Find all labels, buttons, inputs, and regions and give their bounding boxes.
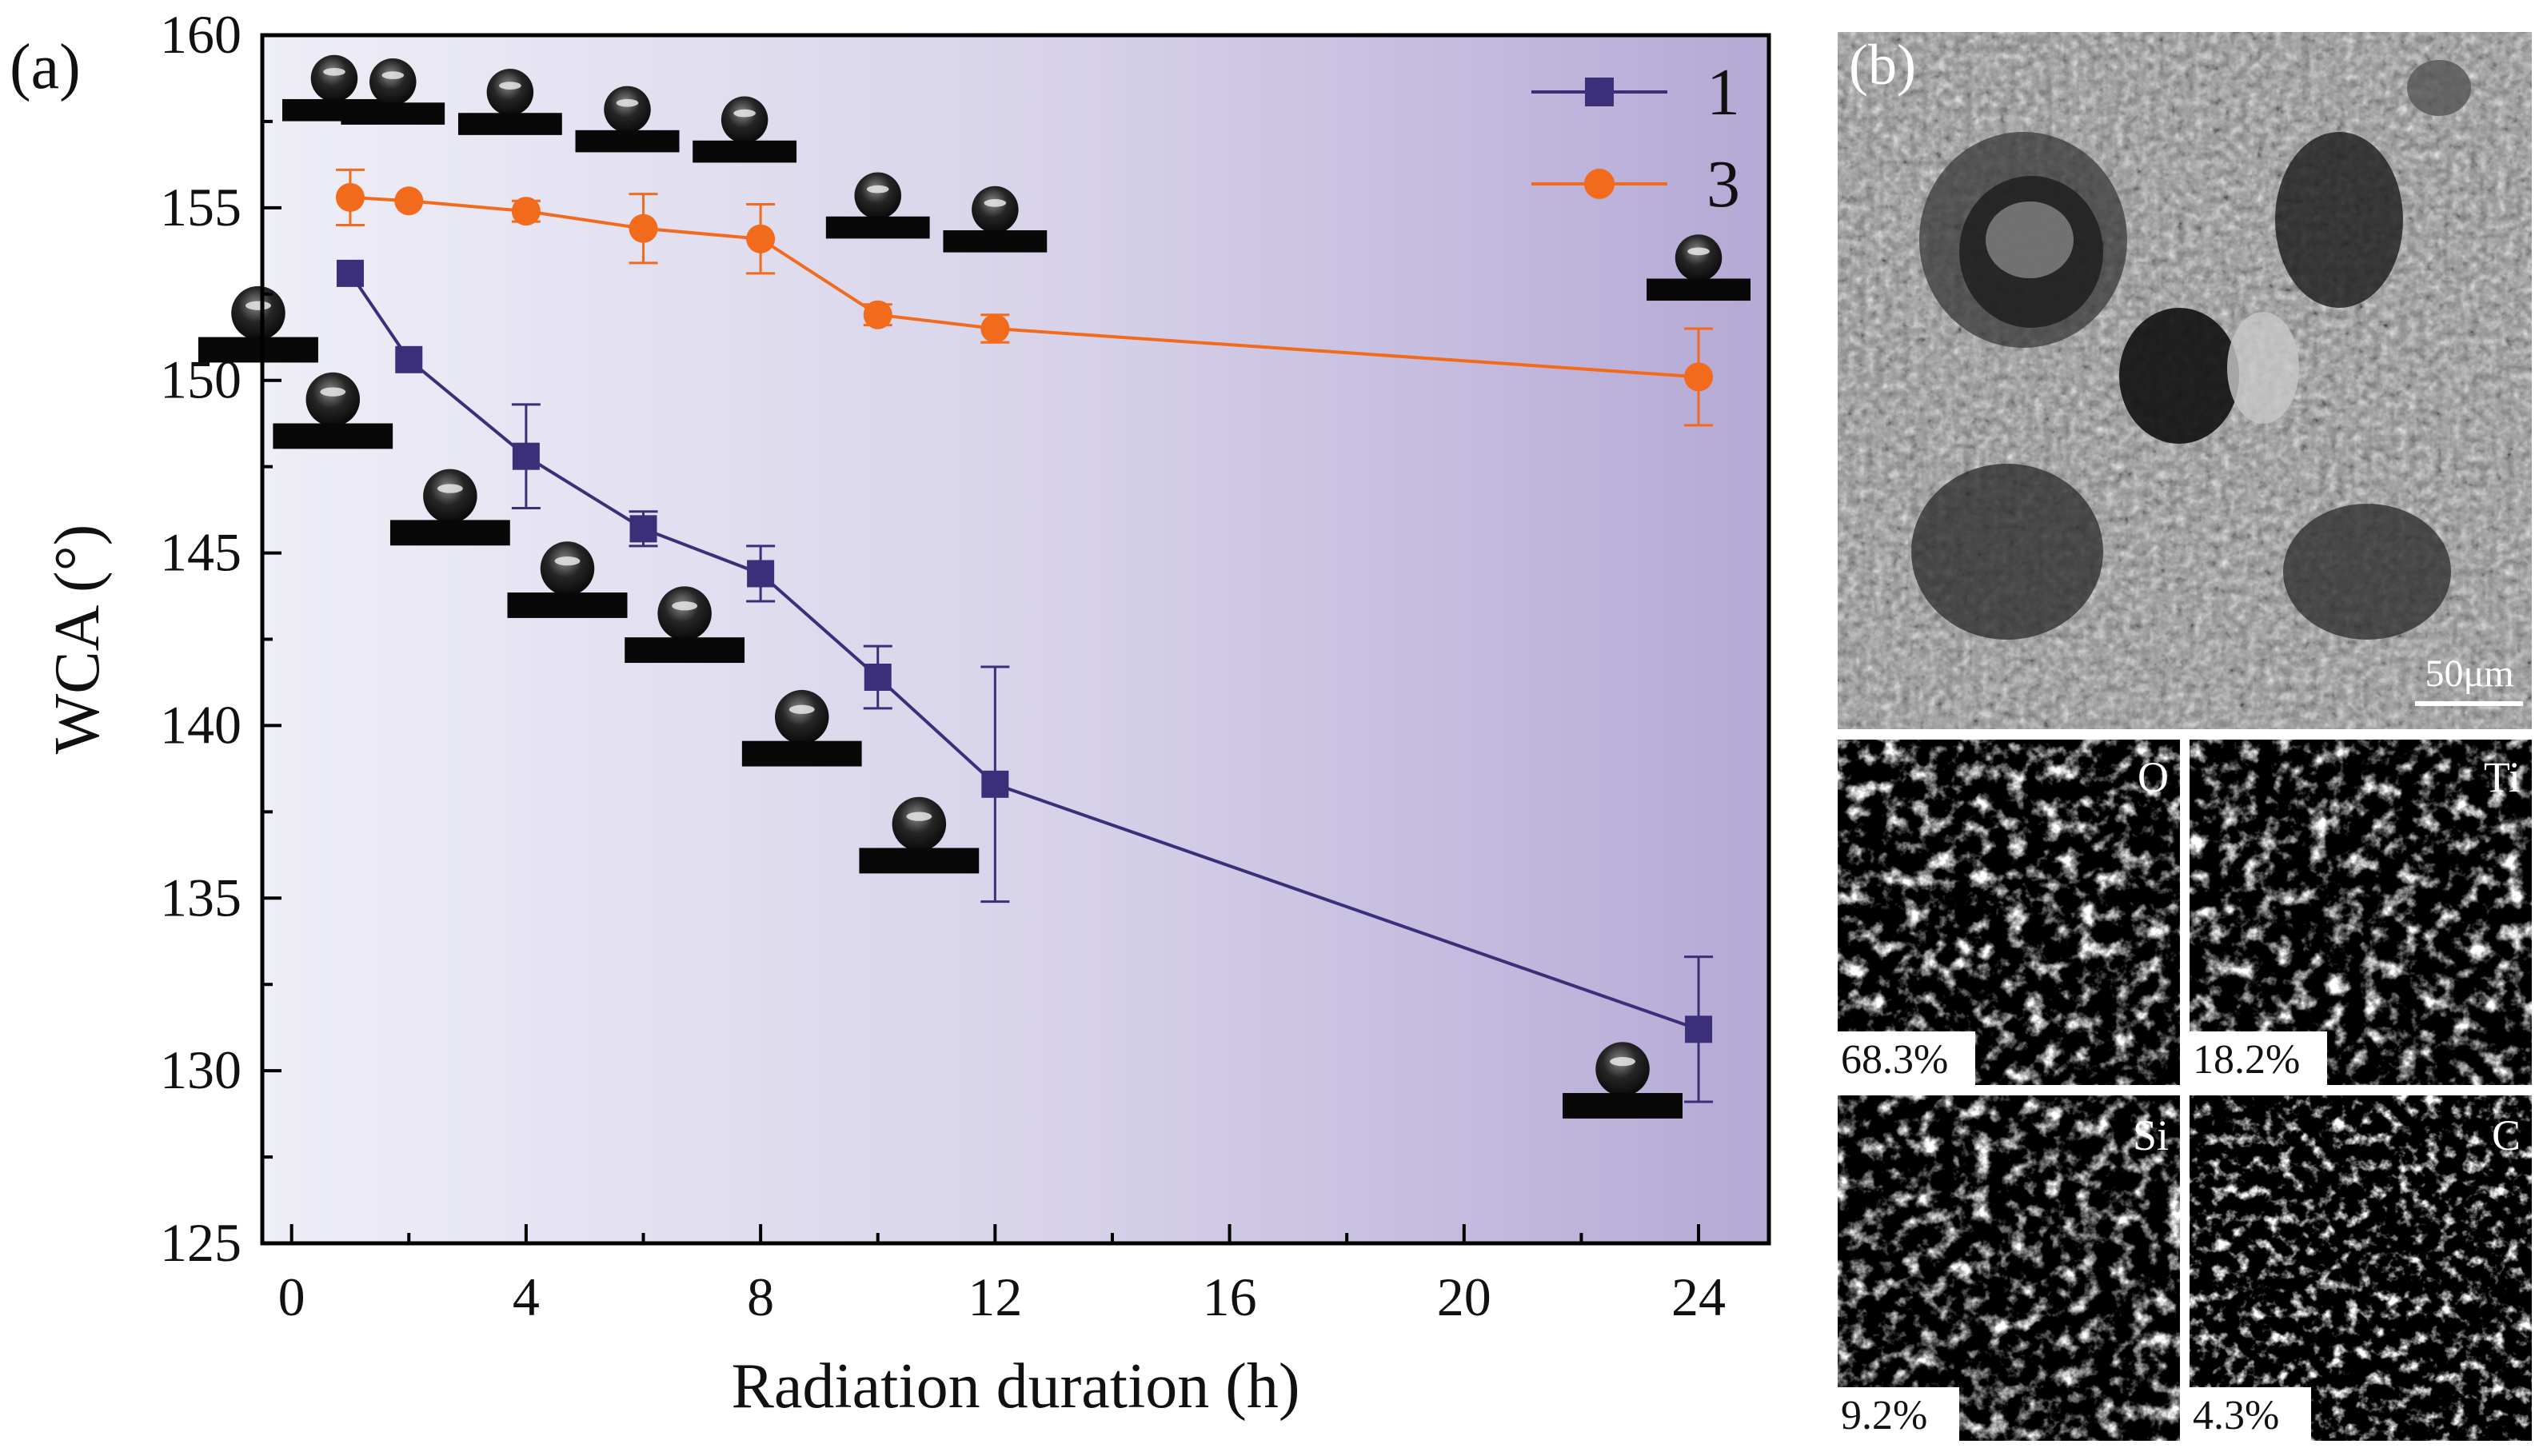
y-tick-label: 150 bbox=[160, 349, 242, 410]
data-point bbox=[1685, 1015, 1713, 1043]
legend-marker bbox=[1585, 78, 1614, 106]
eds-map-si: Si 9.2% bbox=[1838, 1095, 2180, 1441]
x-axis-title: Radiation duration (h) bbox=[732, 1351, 1300, 1422]
y-tick-label: 130 bbox=[160, 1039, 242, 1100]
map-element-label: Ti bbox=[2484, 753, 2521, 801]
scale-bar-label: 50μm bbox=[2425, 652, 2513, 695]
data-point bbox=[747, 560, 775, 588]
panel-a-label: (a) bbox=[10, 32, 81, 102]
sem-craters bbox=[1911, 60, 2471, 640]
legend-label: 3 bbox=[1707, 147, 1740, 221]
series-layer bbox=[335, 168, 1714, 1103]
ticks: 0 4 8 12 16 20 24 125 130 135 140 145 150 155 160 bbox=[160, 4, 1726, 1327]
eds-map-o: O 68.3% bbox=[1838, 740, 2180, 1085]
data-point bbox=[511, 197, 541, 226]
map-percent-label: 18.2% bbox=[2193, 1037, 2300, 1083]
data-point bbox=[395, 345, 423, 373]
legend-label: 1 bbox=[1707, 55, 1740, 130]
x-tick-label: 16 bbox=[1203, 1267, 1257, 1327]
data-point bbox=[746, 224, 776, 253]
data-point bbox=[1684, 362, 1714, 392]
eds-map-ti: Ti 18.2% bbox=[2190, 740, 2532, 1085]
y-tick-label: 155 bbox=[160, 177, 242, 237]
panel-b: (b) 50μm O 68.3% Ti 18.2% Si 9.2% bbox=[1838, 32, 2532, 1441]
x-tick-label: 8 bbox=[747, 1267, 774, 1327]
map-element-label: Si bbox=[2133, 1111, 2169, 1159]
x-tick-label: 24 bbox=[1671, 1267, 1726, 1327]
y-tick-label: 160 bbox=[160, 4, 242, 65]
x-tick-label: 0 bbox=[278, 1267, 305, 1327]
data-point bbox=[863, 300, 892, 329]
panel-a: (a) 0 4 8 12 16 20 24125130135140145150155160 … bbox=[10, 4, 1771, 1422]
data-point bbox=[394, 186, 424, 216]
x-tick-label: 20 bbox=[1437, 1267, 1491, 1327]
legend-marker bbox=[1584, 169, 1615, 199]
data-point bbox=[629, 515, 657, 543]
x-tick-label: 12 bbox=[968, 1267, 1022, 1327]
x-tick-label: 4 bbox=[513, 1267, 540, 1327]
y-tick-label: 125 bbox=[160, 1212, 242, 1273]
map-percent-label: 4.3% bbox=[2193, 1393, 2279, 1438]
legend: 13 bbox=[1531, 55, 1740, 221]
y-tick-label: 135 bbox=[160, 867, 242, 927]
data-point bbox=[335, 182, 365, 212]
series-3 bbox=[335, 168, 1714, 427]
map-element-label: C bbox=[2492, 1111, 2521, 1159]
data-point bbox=[864, 663, 892, 691]
eds-map-c: C 4.3% bbox=[2190, 1095, 2532, 1441]
y-axis-title: WCA (°) bbox=[42, 525, 113, 755]
map-percent-label: 68.3% bbox=[1841, 1037, 1948, 1083]
y-tick-label: 145 bbox=[160, 522, 242, 583]
panel-b-label: (b) bbox=[1849, 33, 1916, 97]
map-element-label: O bbox=[2138, 753, 2169, 801]
map-percent-label: 9.2% bbox=[1841, 1393, 1927, 1438]
data-point bbox=[336, 259, 364, 287]
series-line bbox=[349, 195, 1699, 379]
y-tick-label: 140 bbox=[160, 694, 242, 755]
data-point bbox=[512, 442, 540, 470]
sem-image: (b) 50μm bbox=[1838, 32, 2532, 729]
series-line bbox=[349, 272, 1699, 1031]
data-point bbox=[981, 770, 1009, 798]
data-point bbox=[629, 213, 658, 243]
series-1 bbox=[336, 259, 1714, 1103]
data-point bbox=[980, 313, 1010, 343]
